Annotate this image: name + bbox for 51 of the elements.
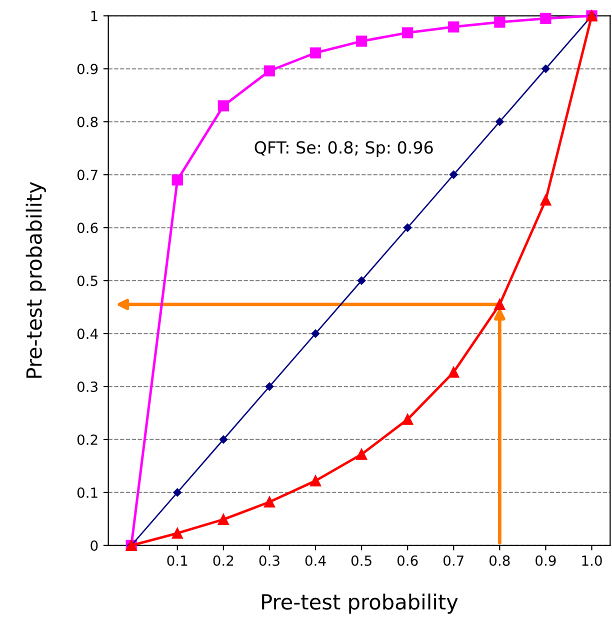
y-tick-label: 0.7: [77, 170, 98, 180]
y-tick-label: 0.1: [77, 487, 98, 498]
point: [402, 414, 414, 425]
point: [264, 496, 276, 508]
y-tick-label: 0.2: [77, 434, 98, 445]
point: [540, 194, 552, 206]
point: [218, 514, 229, 526]
y-tick-label: 0.3: [77, 382, 98, 392]
point: [494, 298, 506, 310]
x-tick-label: 0.4: [305, 555, 326, 566]
point: [494, 16, 506, 28]
x-tick-label: 0.8: [490, 555, 510, 566]
point: [356, 36, 368, 47]
y-tick-label: 0.5: [77, 276, 98, 286]
point: [540, 12, 552, 24]
y-tick-label: 0.8: [77, 116, 98, 128]
point: [496, 118, 504, 126]
y-tick-label: 1: [91, 10, 98, 22]
point: [403, 224, 412, 232]
y-tick-label: 0.6: [77, 222, 98, 234]
x-tick-label: 0.5: [351, 555, 372, 566]
point: [448, 366, 460, 378]
point: [310, 475, 322, 486]
x-tick-label: 0.7: [444, 555, 464, 566]
point: [542, 64, 550, 73]
y-tick-label: 0: [90, 540, 98, 551]
point: [448, 21, 460, 32]
point: [219, 435, 228, 444]
point: [265, 382, 274, 391]
point: [173, 488, 182, 497]
point: [218, 100, 229, 112]
point: [311, 329, 320, 338]
x-tick-label: 0.1: [167, 555, 188, 566]
point: [264, 65, 276, 76]
point: [172, 528, 183, 539]
point: [402, 27, 414, 38]
point: [357, 276, 366, 285]
x-tick-label: 0.9: [536, 555, 556, 566]
y-tick-label: 0.9: [77, 64, 98, 74]
x-tick-label: 0.2: [213, 555, 234, 566]
y-tick-label: 0.4: [77, 328, 98, 340]
point: [310, 47, 322, 58]
annotation: QFT: Se: 0.8; Sp: 0.96: [254, 141, 433, 157]
x-axis-title: Pre-test probability: [262, 594, 458, 614]
point: [449, 170, 458, 179]
x-tick-label: 0.3: [259, 555, 280, 566]
x-tick-label: 0.6: [397, 555, 418, 566]
x-tick-label: 1.0: [582, 555, 602, 566]
point: [356, 448, 368, 460]
y-axis-title: Pre-test probability: [26, 182, 46, 378]
point: [172, 174, 183, 186]
